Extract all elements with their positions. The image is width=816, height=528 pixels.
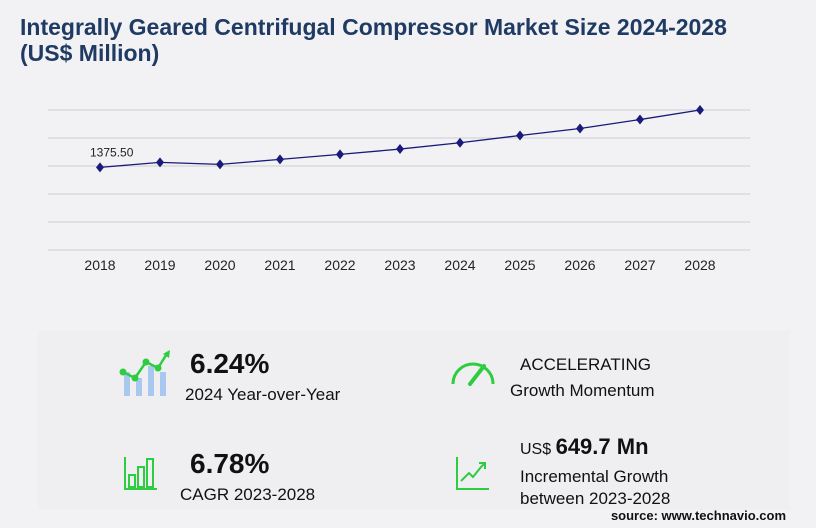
- data-point: [336, 149, 344, 160]
- yoy-label: 2024 Year-over-Year: [185, 385, 341, 404]
- momentum-value: ACCELERATING: [520, 355, 651, 374]
- x-tick-label: 2023: [384, 257, 415, 273]
- x-tick-label: 2026: [564, 257, 595, 273]
- incremental-label-2: between 2023-2028: [520, 489, 671, 508]
- x-tick-label: 2024: [444, 257, 475, 273]
- x-tick-label: 2025: [504, 257, 535, 273]
- x-tick-label: 2022: [324, 257, 355, 273]
- x-tick-label: 2028: [684, 257, 715, 273]
- momentum-label: Growth Momentum: [510, 381, 655, 400]
- series-line: [99, 109, 701, 168]
- data-point: [96, 162, 104, 173]
- page-title: Integrally Geared Centrifugal Compressor…: [20, 14, 727, 66]
- data-point: [456, 137, 464, 148]
- data-point: [696, 105, 704, 115]
- trend-up-icon: [456, 457, 489, 490]
- data-point: [636, 114, 644, 125]
- growth-chart-icon: [119, 350, 170, 396]
- data-point: [276, 154, 284, 165]
- x-tick-label: 2027: [624, 257, 655, 273]
- line-chart: 2018 1375.50 2019 2020 2021 2022 2023 2024 2025 2…: [48, 105, 750, 273]
- x-tick-label: 2021: [264, 257, 295, 273]
- incremental-label-1: Incremental Growth: [520, 467, 669, 486]
- incremental-amount: 649.7 Mn: [555, 434, 649, 459]
- cagr-label: CAGR 2023-2028: [180, 485, 316, 504]
- x-tick-label: 2019: [144, 257, 175, 273]
- x-tick-label: 2018: [84, 257, 115, 273]
- bar-chart-icon: [124, 457, 157, 490]
- incremental-value: US$ 649.7 Mn: [520, 434, 649, 460]
- yoy-value: 6.24%: [190, 348, 270, 379]
- source-text: source: www.technavio.com: [610, 508, 786, 523]
- speedometer-icon: [451, 362, 495, 386]
- x-tick-label: 2020: [204, 257, 235, 273]
- data-point: [156, 157, 164, 168]
- data-point: [396, 144, 404, 155]
- cagr-value: 6.78%: [190, 448, 270, 479]
- data-point: [576, 123, 584, 134]
- data-label: 1375.50: [90, 145, 134, 159]
- data-point: [516, 130, 524, 141]
- currency-prefix: US$: [520, 441, 552, 458]
- data-point: [216, 159, 224, 170]
